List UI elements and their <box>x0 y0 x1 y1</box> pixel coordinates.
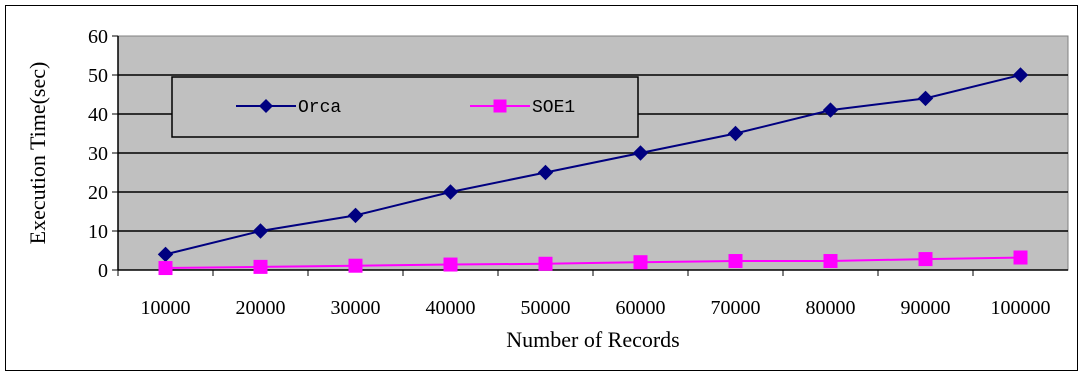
x-tick-label: 90000 <box>901 297 951 319</box>
x-tick-label: 70000 <box>711 297 761 319</box>
x-tick-label: 40000 <box>426 297 476 319</box>
data-point <box>158 261 173 276</box>
legend: Orca SOE1 <box>171 76 639 138</box>
data-point <box>727 125 744 142</box>
x-axis-label: Number of Records <box>506 327 680 352</box>
legend-label-soe1: SOE1 <box>532 98 575 118</box>
x-tick-label: 10000 <box>141 297 191 319</box>
data-point <box>1013 250 1028 265</box>
y-tick-label: 60 <box>88 26 108 48</box>
data-point <box>822 102 839 118</box>
x-tick-label: 60000 <box>616 297 666 319</box>
data-point <box>728 254 743 269</box>
data-point <box>537 164 554 181</box>
y-tick-label: 20 <box>88 182 108 204</box>
legend-label-orca: Orca <box>298 98 341 118</box>
data-point <box>442 184 459 200</box>
series-line <box>165 74 1021 256</box>
series-orca <box>157 67 1029 263</box>
data-point <box>633 255 648 270</box>
y-axis-label: Execution Time(sec) <box>25 62 50 245</box>
data-point <box>252 223 269 239</box>
data-point <box>253 259 268 274</box>
x-axis-ticks: 10000 20000 30000 40000 50000 60000 70000 80000… <box>117 270 1051 319</box>
data-point <box>1012 67 1029 83</box>
data-point <box>632 145 649 161</box>
y-tick-label: 50 <box>88 65 108 87</box>
y-tick-label: 0 <box>98 260 108 282</box>
data-point <box>347 207 364 224</box>
data-point <box>823 254 838 269</box>
x-tick-label: 100000 <box>991 297 1051 319</box>
data-point <box>918 252 933 267</box>
data-point <box>538 256 553 271</box>
series-soe1 <box>158 250 1028 276</box>
data-point <box>348 258 363 273</box>
y-tick-label: 10 <box>88 221 108 243</box>
legend-marker-orca <box>259 99 273 113</box>
series-line <box>165 256 1021 270</box>
data-point <box>443 257 458 272</box>
x-tick-label: 80000 <box>806 297 856 319</box>
y-tick-label: 40 <box>88 104 108 126</box>
x-tick-label: 50000 <box>521 297 571 319</box>
series-layer <box>157 67 1029 276</box>
y-tick-label: 30 <box>88 143 108 165</box>
data-point <box>917 90 934 107</box>
x-tick-label: 30000 <box>331 297 381 319</box>
legend-marker-soe1 <box>493 99 507 113</box>
x-tick-label: 20000 <box>236 297 286 319</box>
